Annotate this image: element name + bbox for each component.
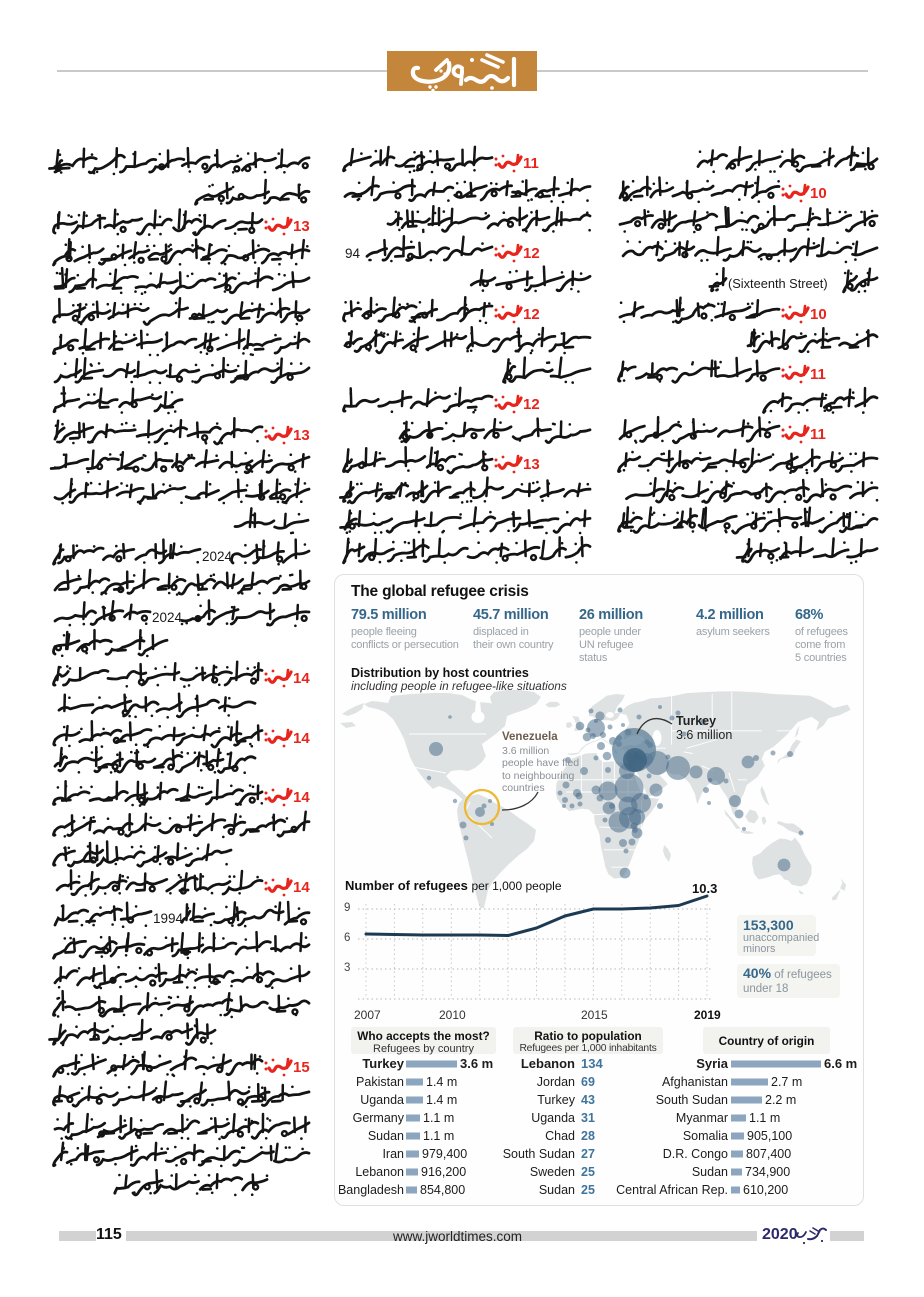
svg-text:2.2 m: 2.2 m [765, 1093, 796, 1107]
svg-text:11: 11 [810, 366, 826, 383]
svg-text:854,800: 854,800 [420, 1183, 465, 1197]
svg-text:Afghanistan: Afghanistan [662, 1075, 728, 1089]
svg-text:13: 13 [293, 218, 310, 235]
svg-text:12: 12 [523, 245, 540, 262]
svg-text:Uganda: Uganda [531, 1111, 575, 1125]
svg-text:Sudan: Sudan [692, 1165, 728, 1179]
svg-text:11: 11 [523, 155, 539, 172]
svg-text:Sudan: Sudan [539, 1183, 575, 1197]
svg-text:10: 10 [810, 185, 827, 202]
svg-text:13: 13 [523, 456, 540, 473]
svg-text:1.1 m: 1.1 m [423, 1111, 454, 1125]
svg-text:31: 31 [581, 1111, 595, 1125]
svg-text:15: 15 [293, 1059, 310, 1076]
svg-text:734,900: 734,900 [745, 1165, 790, 1179]
svg-text:14: 14 [293, 879, 310, 896]
svg-text:Somalia: Somalia [683, 1129, 728, 1143]
svg-text:94: 94 [345, 246, 361, 261]
svg-text:Sudan: Sudan [368, 1129, 404, 1143]
svg-text:Lebanon: Lebanon [521, 1056, 575, 1071]
svg-text:12: 12 [523, 396, 540, 413]
svg-text:14: 14 [293, 789, 310, 806]
svg-text:Bangladesh: Bangladesh [338, 1183, 404, 1197]
svg-text:69: 69 [581, 1075, 595, 1089]
svg-text:134: 134 [581, 1056, 603, 1071]
svg-text:South Sudan: South Sudan [503, 1147, 575, 1161]
svg-text:1.1 m: 1.1 m [423, 1129, 454, 1143]
svg-text:Turkey: Turkey [362, 1056, 404, 1071]
svg-text:916,200: 916,200 [421, 1165, 466, 1179]
svg-text:2024: 2024 [152, 610, 183, 625]
svg-text:Myanmar: Myanmar [676, 1111, 728, 1125]
svg-text:1.4 m: 1.4 m [426, 1075, 457, 1089]
svg-text:1994: 1994 [153, 911, 184, 926]
svg-text:Turkey: Turkey [537, 1093, 575, 1107]
svg-text:28: 28 [581, 1129, 595, 1143]
svg-text:Germany: Germany [353, 1111, 405, 1125]
svg-text:979,400: 979,400 [422, 1147, 467, 1161]
svg-text:12: 12 [523, 306, 540, 323]
svg-text:Jordan: Jordan [537, 1075, 575, 1089]
svg-text:Sweden: Sweden [530, 1165, 575, 1179]
svg-text:14: 14 [293, 670, 310, 687]
svg-text:(Sixteenth Street): (Sixteenth Street) [728, 276, 828, 291]
svg-text:1.4 m: 1.4 m [426, 1093, 457, 1107]
svg-text:14: 14 [293, 730, 310, 747]
svg-text:Pakistan: Pakistan [356, 1075, 404, 1089]
svg-text:43: 43 [581, 1093, 595, 1107]
svg-text:South Sudan: South Sudan [656, 1093, 728, 1107]
svg-text:6.6 m: 6.6 m [824, 1056, 857, 1071]
svg-text:25: 25 [581, 1165, 595, 1179]
svg-text:807,400: 807,400 [746, 1147, 791, 1161]
svg-text:2.7 m: 2.7 m [771, 1075, 802, 1089]
svg-text:Syria: Syria [696, 1056, 729, 1071]
svg-text:25: 25 [581, 1183, 595, 1197]
svg-text:Central African Rep.: Central African Rep. [616, 1183, 728, 1197]
svg-text:13: 13 [293, 427, 310, 444]
svg-text:Chad: Chad [545, 1129, 575, 1143]
svg-text:10: 10 [810, 306, 827, 323]
svg-text:Lebanon: Lebanon [355, 1165, 404, 1179]
svg-text:905,100: 905,100 [747, 1129, 792, 1143]
svg-text:3.6 m: 3.6 m [460, 1056, 493, 1071]
svg-text:Uganda: Uganda [360, 1093, 404, 1107]
svg-text:11: 11 [810, 426, 826, 443]
svg-text:27: 27 [581, 1147, 595, 1161]
svg-text:Iran: Iran [382, 1147, 404, 1161]
svg-text:D.R. Congo: D.R. Congo [663, 1147, 728, 1161]
svg-text:610,200: 610,200 [743, 1183, 788, 1197]
svg-text:1.1 m: 1.1 m [749, 1111, 780, 1125]
svg-text:2024: 2024 [202, 549, 233, 564]
